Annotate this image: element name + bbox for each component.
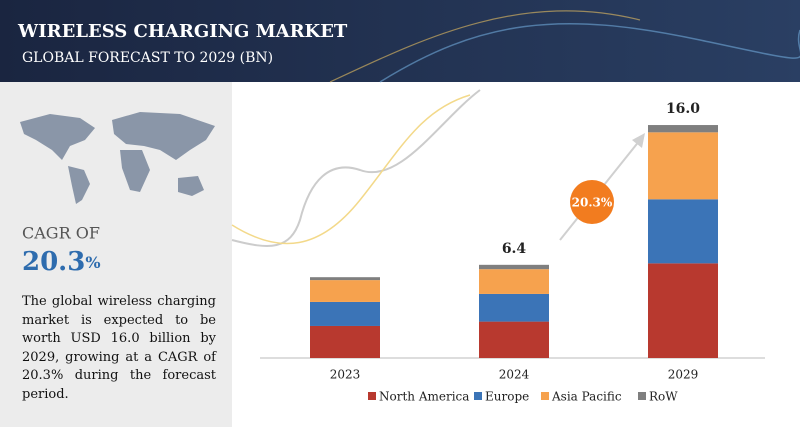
legend-swatch <box>368 392 376 400</box>
legend-label: Europe <box>485 390 529 404</box>
legend-label: Asia Pacific <box>551 390 622 404</box>
title: WIRELESS CHARGING MARKET <box>17 21 348 42</box>
bar-segment <box>479 293 549 322</box>
summary-text: The global wireless charging market is e… <box>22 294 216 402</box>
decor-line <box>231 94 471 245</box>
legend-label: RoW <box>649 390 678 404</box>
bar-segment <box>648 199 718 264</box>
total-label: 16.0 <box>666 101 700 117</box>
bar-segment <box>648 125 718 133</box>
cagr-value: 20.3% <box>22 247 101 277</box>
legend-swatch <box>474 392 482 400</box>
cagr-label: CAGR OF <box>22 224 100 243</box>
bar-segment <box>310 325 380 358</box>
cagr-badge <box>570 180 614 224</box>
cagr-number: 20.3 <box>22 247 85 277</box>
bar-segment <box>310 301 380 326</box>
x-tick-label: 2029 <box>668 368 699 382</box>
cagr-unit: % <box>85 253 100 272</box>
bar-segment <box>479 264 549 270</box>
decor-line <box>231 89 481 247</box>
subtitle: GLOBAL FORECAST TO 2029 (BN) <box>22 50 273 66</box>
bar-segment <box>479 321 549 358</box>
cagr-badge-label: 20.3% <box>572 196 613 210</box>
legend-label: North America <box>379 390 469 404</box>
arrow-head <box>632 133 645 148</box>
legend-swatch <box>638 392 646 400</box>
bar-segment <box>648 132 718 200</box>
bar-segment <box>310 277 380 281</box>
world-map <box>20 112 215 204</box>
header-band <box>0 0 800 82</box>
x-tick-label: 2024 <box>499 368 530 382</box>
x-tick-label: 2023 <box>330 368 361 382</box>
decor-line <box>379 22 800 83</box>
legend-swatch <box>541 392 549 400</box>
decor-line <box>329 10 641 83</box>
bar-segment <box>310 280 380 302</box>
bar-segment <box>479 269 549 294</box>
total-label: 6.4 <box>502 241 527 257</box>
bar-segment <box>648 263 718 358</box>
